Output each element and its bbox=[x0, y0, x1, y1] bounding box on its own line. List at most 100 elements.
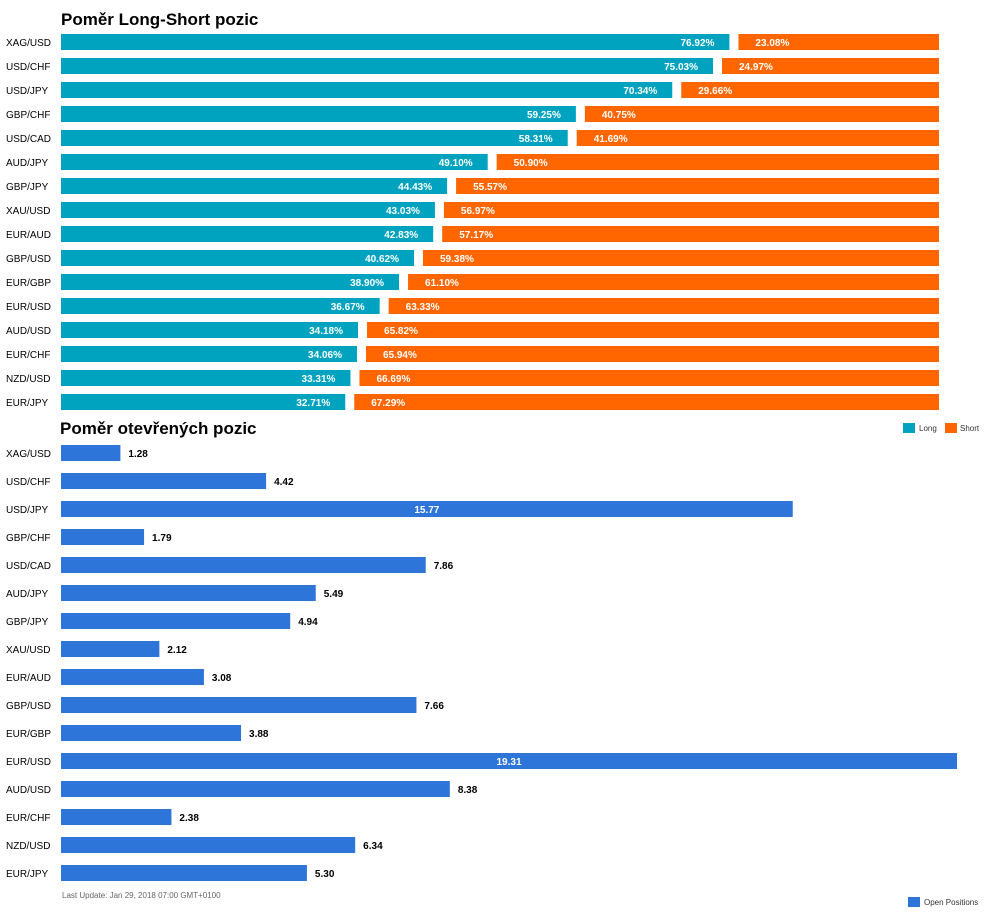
chart2-category-label: USD/JPY bbox=[6, 505, 49, 516]
open-positions-value-label: 7.66 bbox=[424, 701, 444, 712]
open-positions-bar bbox=[61, 473, 267, 489]
chart1-category-label: GBP/CHF bbox=[6, 110, 50, 121]
open-positions-value-label: 2.38 bbox=[179, 813, 199, 824]
short-value-label: 24.97% bbox=[739, 62, 773, 73]
legend-open-positions-label: Open Positions bbox=[924, 898, 978, 907]
open-positions-value-label: 7.86 bbox=[434, 561, 454, 572]
short-bar bbox=[584, 106, 939, 122]
open-positions-bar bbox=[61, 837, 356, 853]
chart2-category-label: XAG/USD bbox=[6, 449, 51, 460]
long-value-label: 44.43% bbox=[398, 182, 432, 193]
open-positions-value-label: 3.08 bbox=[212, 673, 232, 684]
chart1-category-label: EUR/GBP bbox=[6, 278, 51, 289]
chart2-category-label: AUD/JPY bbox=[6, 589, 49, 600]
open-positions-bar bbox=[61, 669, 204, 685]
chart1-title: Poměr Long-Short pozic bbox=[61, 10, 258, 29]
chart2-category-label: NZD/USD bbox=[6, 841, 50, 852]
short-bar bbox=[456, 178, 939, 194]
long-bar bbox=[61, 226, 434, 242]
chart1-category-label: USD/CAD bbox=[6, 134, 51, 145]
chart1-category-label: USD/JPY bbox=[6, 86, 49, 97]
short-bar bbox=[576, 130, 939, 146]
long-value-label: 59.25% bbox=[527, 110, 561, 121]
long-value-label: 36.67% bbox=[331, 302, 365, 313]
short-value-label: 57.17% bbox=[459, 230, 493, 241]
short-value-label: 56.97% bbox=[461, 206, 495, 217]
short-value-label: 41.69% bbox=[594, 134, 628, 145]
open-positions-value-label: 1.79 bbox=[152, 533, 172, 544]
long-value-label: 38.90% bbox=[350, 278, 384, 289]
short-bar bbox=[443, 202, 939, 218]
short-value-label: 55.57% bbox=[473, 182, 507, 193]
open-positions-value-label: 15.77 bbox=[414, 505, 439, 516]
long-bar bbox=[61, 178, 448, 194]
legend-short-swatch bbox=[945, 423, 957, 433]
short-bar bbox=[442, 226, 939, 242]
short-value-label: 66.69% bbox=[376, 374, 410, 385]
short-bar bbox=[388, 298, 939, 314]
long-value-label: 70.34% bbox=[623, 86, 657, 97]
legend-short-label: Short bbox=[960, 424, 980, 433]
short-bar bbox=[681, 82, 939, 98]
open-positions-value-label: 19.31 bbox=[496, 757, 521, 768]
short-value-label: 59.38% bbox=[440, 254, 474, 265]
chart2-category-label: EUR/JPY bbox=[6, 869, 49, 880]
long-value-label: 43.03% bbox=[386, 206, 420, 217]
chart2-category-label: USD/CAD bbox=[6, 561, 51, 572]
short-bar bbox=[738, 34, 939, 50]
chart1-category-label: GBP/USD bbox=[6, 254, 51, 265]
open-positions-bar bbox=[61, 613, 291, 629]
short-bar bbox=[367, 322, 940, 338]
long-bar bbox=[61, 202, 435, 218]
long-bar bbox=[61, 82, 673, 98]
short-value-label: 23.08% bbox=[755, 38, 789, 49]
long-bar bbox=[61, 346, 357, 362]
short-value-label: 29.66% bbox=[698, 86, 732, 97]
open-positions-value-label: 8.38 bbox=[458, 785, 478, 796]
long-value-label: 34.06% bbox=[308, 350, 342, 361]
chart1-category-label: EUR/JPY bbox=[6, 398, 49, 409]
long-bar bbox=[61, 274, 400, 290]
open-positions-bar bbox=[61, 445, 121, 461]
open-positions-bar bbox=[61, 501, 793, 517]
legend-long-label: Long bbox=[919, 424, 937, 433]
short-bar bbox=[722, 58, 939, 74]
last-update-text: Last Update: Jan 29, 2018 07:00 GMT+0100 bbox=[62, 891, 221, 900]
long-bar bbox=[61, 322, 359, 338]
long-bar bbox=[61, 394, 346, 410]
short-value-label: 67.29% bbox=[371, 398, 405, 409]
long-bar bbox=[61, 34, 730, 50]
long-bar bbox=[61, 154, 488, 170]
short-value-label: 65.94% bbox=[383, 350, 417, 361]
chart1-category-label: AUD/JPY bbox=[6, 158, 49, 169]
open-positions-bar bbox=[61, 557, 426, 573]
chart2-category-label: EUR/CHF bbox=[6, 813, 50, 824]
open-positions-bar bbox=[61, 865, 307, 881]
chart1-category-label: XAG/USD bbox=[6, 38, 51, 49]
chart1-category-label: EUR/AUD bbox=[6, 230, 51, 241]
short-value-label: 40.75% bbox=[602, 110, 636, 121]
open-positions-value-label: 4.42 bbox=[274, 477, 294, 488]
short-bar bbox=[496, 154, 939, 170]
open-positions-value-label: 1.28 bbox=[128, 449, 148, 460]
open-positions-bar bbox=[61, 641, 160, 657]
chart1-category-label: EUR/USD bbox=[6, 302, 51, 313]
long-bar bbox=[61, 298, 380, 314]
chart2-category-label: USD/CHF bbox=[6, 477, 50, 488]
chart2-category-label: EUR/AUD bbox=[6, 673, 51, 684]
long-value-label: 42.83% bbox=[384, 230, 418, 241]
chart2-category-label: GBP/USD bbox=[6, 701, 51, 712]
chart1-category-label: AUD/USD bbox=[6, 326, 51, 337]
long-value-label: 32.71% bbox=[296, 398, 330, 409]
open-positions-bar bbox=[61, 585, 316, 601]
open-positions-bar bbox=[61, 725, 242, 741]
long-bar bbox=[61, 130, 568, 146]
open-positions-value-label: 2.12 bbox=[167, 645, 187, 656]
short-value-label: 65.82% bbox=[384, 326, 418, 337]
chart1-category-label: USD/CHF bbox=[6, 62, 50, 73]
long-value-label: 33.31% bbox=[302, 374, 336, 385]
long-bar bbox=[61, 58, 714, 74]
short-bar bbox=[359, 370, 940, 386]
chart2-title: Poměr otevřených pozic bbox=[60, 419, 257, 438]
